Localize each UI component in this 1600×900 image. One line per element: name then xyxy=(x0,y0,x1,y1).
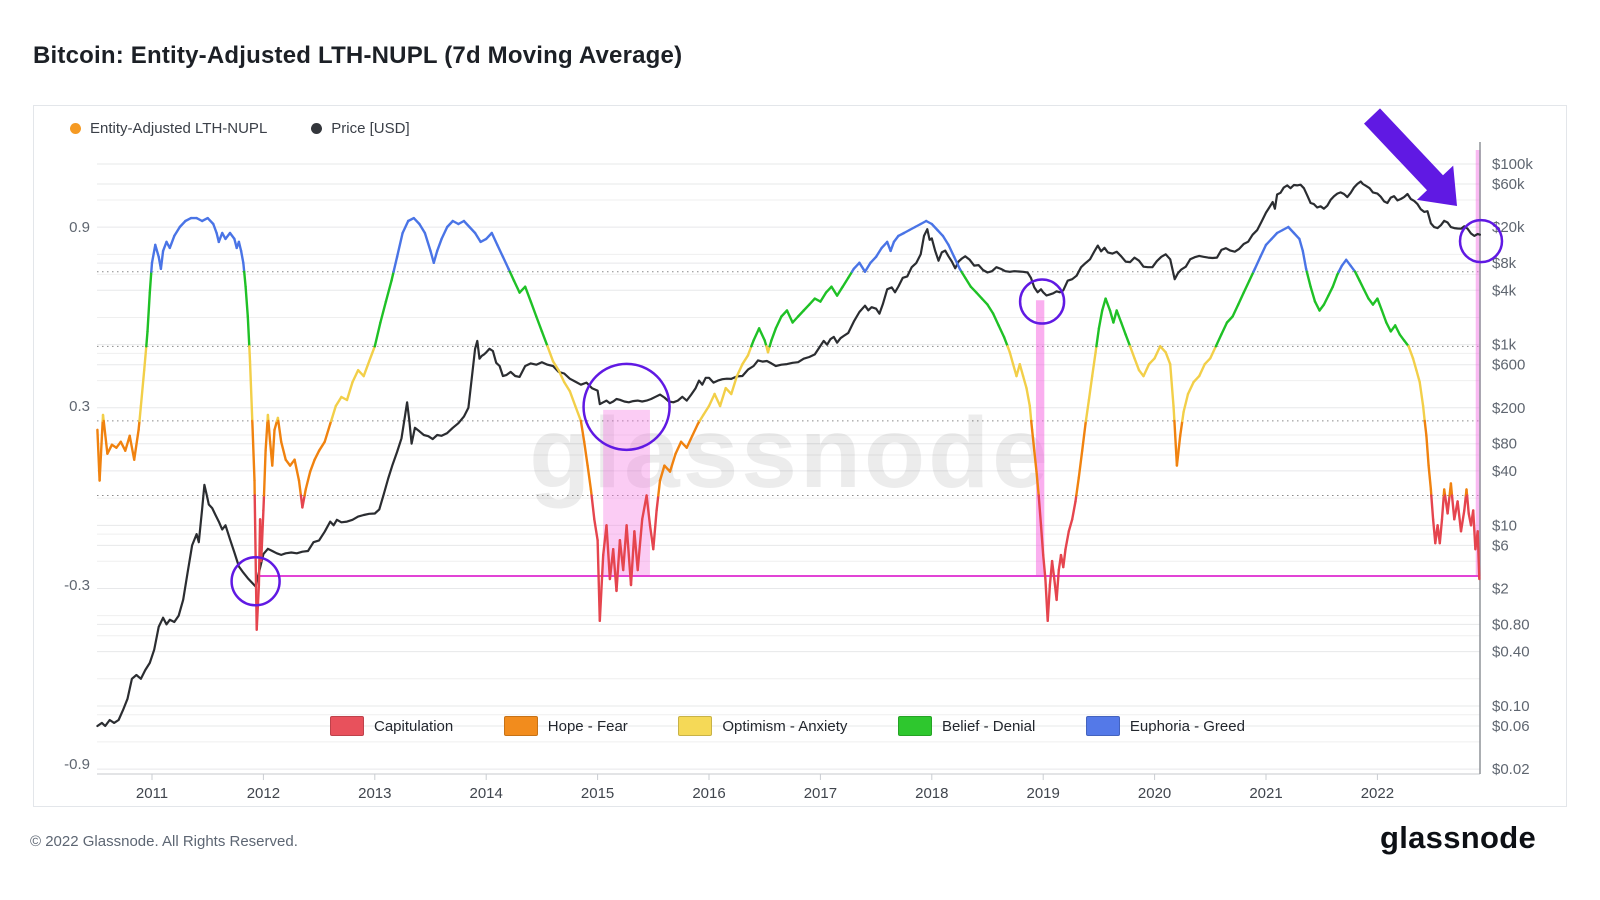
svg-text:2012: 2012 xyxy=(247,785,280,802)
svg-text:2019: 2019 xyxy=(1027,785,1060,802)
glassnode-logo: glassnode xyxy=(1379,820,1536,855)
svg-text:$600: $600 xyxy=(1492,357,1525,374)
svg-text:$4k: $4k xyxy=(1492,282,1517,299)
svg-text:0.3: 0.3 xyxy=(69,398,90,415)
svg-text:$0.40: $0.40 xyxy=(1492,644,1530,661)
price-line xyxy=(96,180,1481,728)
optimism-anxiety-swatch-icon xyxy=(678,716,713,736)
svg-text:$0.80: $0.80 xyxy=(1492,616,1530,633)
euphoria-greed-swatch-icon xyxy=(1085,716,1120,736)
legend-item-price[interactable]: Price [USD] xyxy=(311,120,410,137)
series-legend: Entity-Adjusted LTH-NUPL Price [USD] xyxy=(70,120,410,137)
watermark: glassnode xyxy=(529,397,1051,509)
svg-text:$0.02: $0.02 xyxy=(1492,761,1530,778)
capitulation-highlight-bands xyxy=(603,150,1481,577)
belief-denial-label: Belief - Denial xyxy=(941,717,1036,735)
svg-text:2021: 2021 xyxy=(1249,785,1282,802)
svg-text:$100k: $100k xyxy=(1492,156,1533,173)
legend-item-nupl[interactable]: Entity-Adjusted LTH-NUPL xyxy=(70,120,267,137)
axes xyxy=(97,142,1481,775)
hope-fear-swatch-icon xyxy=(503,716,538,736)
svg-text:2014: 2014 xyxy=(470,785,503,802)
annotation-arrow-icon xyxy=(1364,108,1457,206)
chart-card xyxy=(33,105,1567,807)
page-title: Bitcoin: Entity-Adjusted LTH-NUPL (7d Mo… xyxy=(33,42,683,69)
euphoria-greed-label: Euphoria - Greed xyxy=(1129,717,1245,735)
nupl-legend-dot-icon xyxy=(70,123,81,134)
x-axis-labels: 2011 2012 2013 2014 2015 2016 2017 2018 2019 2020… xyxy=(136,774,1394,802)
svg-text:$2: $2 xyxy=(1492,580,1509,597)
svg-text:-0.9: -0.9 xyxy=(64,756,90,773)
svg-text:glassnode: glassnode xyxy=(529,397,1051,509)
svg-text:$0.06: $0.06 xyxy=(1492,718,1530,735)
capitulation-swatch-icon xyxy=(330,716,364,736)
band-legend-item-capitulation: Capitulation xyxy=(330,716,453,736)
svg-text:0.9: 0.9 xyxy=(69,219,90,236)
svg-text:$1k: $1k xyxy=(1492,337,1517,354)
capitulation-label: Capitulation xyxy=(374,717,454,735)
svg-text:$60k: $60k xyxy=(1492,176,1525,193)
svg-text:$40: $40 xyxy=(1492,463,1517,480)
svg-text:2022: 2022 xyxy=(1361,785,1394,802)
svg-text:2013: 2013 xyxy=(358,785,391,802)
svg-text:$80: $80 xyxy=(1492,436,1517,453)
svg-text:$10: $10 xyxy=(1492,517,1517,534)
nupl-dotted-gridlines xyxy=(97,271,1480,496)
price-axis-labels: $100k$60k$20k$8k$4k$1k$600$200$80$40$10$… xyxy=(1492,156,1533,778)
price-legend-dot-icon xyxy=(311,123,323,134)
svg-text:2011: 2011 xyxy=(136,785,168,802)
nupl-axis-labels: 0.9 0.3 -0.3 -0.9 xyxy=(64,219,90,773)
band-legend: Capitulation Hope - Fear Optimism - Anxi… xyxy=(330,716,1245,736)
svg-text:2017: 2017 xyxy=(804,785,837,802)
optimism-anxiety-label: Optimism - Anxiety xyxy=(722,717,848,735)
svg-text:2015: 2015 xyxy=(581,785,614,802)
svg-text:$8k: $8k xyxy=(1492,255,1517,272)
svg-text:2018: 2018 xyxy=(915,785,948,802)
nupl-legend-label: Entity-Adjusted LTH-NUPL xyxy=(90,120,268,137)
svg-text:$6: $6 xyxy=(1492,537,1509,554)
band-legend-item-euphoria-greed: Euphoria - Greed xyxy=(1085,716,1245,736)
svg-text:-0.3: -0.3 xyxy=(64,577,90,594)
belief-denial-swatch-icon xyxy=(897,716,932,736)
hope-fear-label: Hope - Fear xyxy=(547,717,628,735)
svg-text:$200: $200 xyxy=(1492,400,1525,417)
price-legend-label: Price [USD] xyxy=(331,120,410,137)
copyright-text: © 2022 Glassnode. All Rights Reserved. xyxy=(30,833,298,850)
band-legend-item-optimism-anxiety: Optimism - Anxiety xyxy=(678,716,847,736)
svg-text:2016: 2016 xyxy=(692,785,725,802)
svg-text:$0.10: $0.10 xyxy=(1492,698,1530,715)
nupl-line xyxy=(96,216,1481,631)
band-legend-item-belief-denial: Belief - Denial xyxy=(897,716,1036,736)
annotation-circles xyxy=(230,218,1504,607)
svg-text:2020: 2020 xyxy=(1138,785,1171,802)
band-legend-item-hope-fear: Hope - Fear xyxy=(503,716,628,736)
